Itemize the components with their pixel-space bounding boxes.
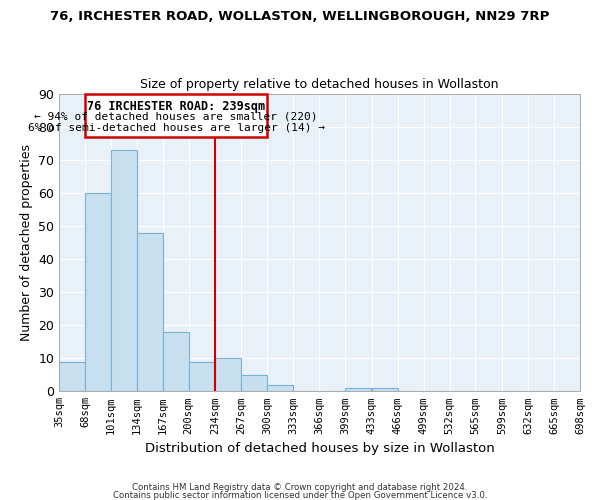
Bar [59, 362, 85, 392]
Bar [267, 384, 293, 392]
Y-axis label: Number of detached properties: Number of detached properties [20, 144, 32, 341]
FancyBboxPatch shape [85, 94, 267, 136]
Text: Contains HM Land Registry data © Crown copyright and database right 2024.: Contains HM Land Registry data © Crown c… [132, 484, 468, 492]
Bar [215, 358, 241, 392]
Bar [111, 150, 137, 392]
Bar [345, 388, 371, 392]
Bar [163, 332, 188, 392]
Text: ← 94% of detached houses are smaller (220): ← 94% of detached houses are smaller (22… [34, 112, 318, 122]
Text: 76 IRCHESTER ROAD: 239sqm: 76 IRCHESTER ROAD: 239sqm [87, 100, 265, 113]
Text: Contains public sector information licensed under the Open Government Licence v3: Contains public sector information licen… [113, 490, 487, 500]
Text: 6% of semi-detached houses are larger (14) →: 6% of semi-detached houses are larger (1… [28, 124, 325, 134]
Bar [188, 362, 215, 392]
X-axis label: Distribution of detached houses by size in Wollaston: Distribution of detached houses by size … [145, 442, 494, 455]
Title: Size of property relative to detached houses in Wollaston: Size of property relative to detached ho… [140, 78, 499, 91]
Bar [85, 193, 111, 392]
Text: 76, IRCHESTER ROAD, WOLLASTON, WELLINGBOROUGH, NN29 7RP: 76, IRCHESTER ROAD, WOLLASTON, WELLINGBO… [50, 10, 550, 23]
Bar [137, 232, 163, 392]
Bar [241, 375, 267, 392]
Bar [372, 388, 398, 392]
